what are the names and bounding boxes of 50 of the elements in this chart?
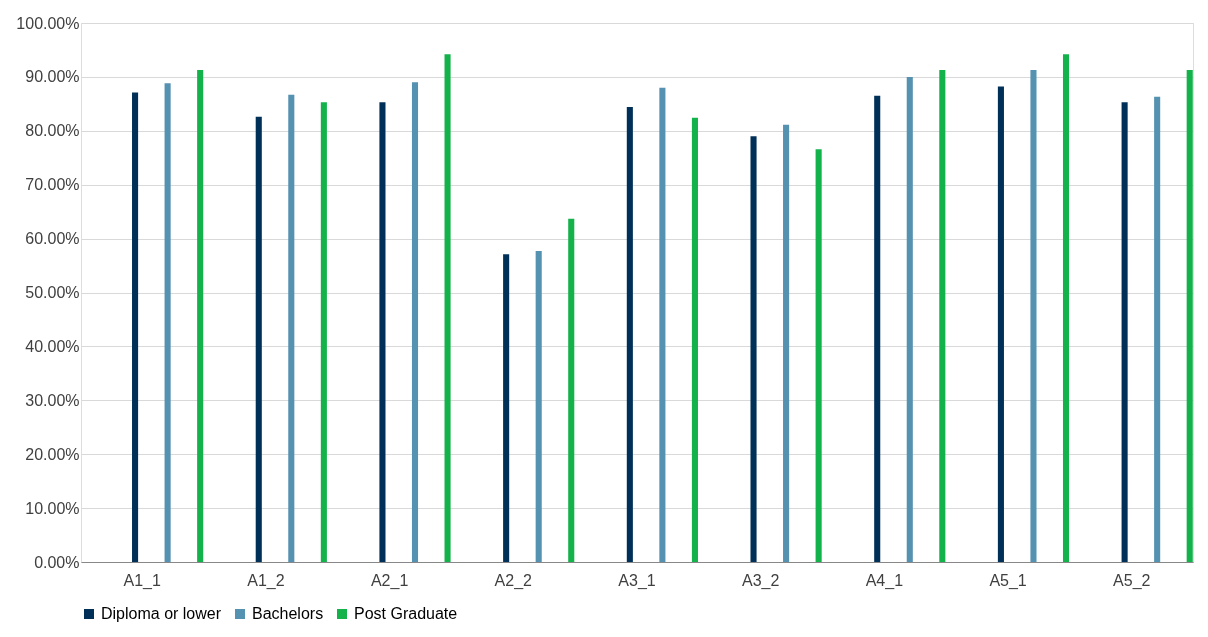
y-tick-label: 70.00% bbox=[25, 176, 80, 194]
y-tick-label: 90.00% bbox=[25, 68, 80, 86]
bar bbox=[750, 136, 757, 562]
legend-label: Bachelors bbox=[252, 605, 324, 622]
y-tick-label: 10.00% bbox=[25, 499, 80, 517]
bar bbox=[997, 86, 1004, 562]
bar bbox=[691, 117, 698, 562]
y-tick-label: 0.00% bbox=[34, 553, 80, 571]
bar bbox=[939, 69, 946, 562]
bar bbox=[132, 92, 139, 562]
bar bbox=[815, 149, 822, 562]
legend-label: Post Graduate bbox=[354, 605, 458, 622]
x-tick-label: A2_2 bbox=[494, 571, 533, 590]
bar bbox=[659, 87, 666, 562]
y-tick-label: 20.00% bbox=[25, 445, 80, 463]
bar bbox=[320, 102, 327, 562]
bar bbox=[444, 54, 451, 562]
bar bbox=[783, 124, 790, 562]
x-tick-label: A1_1 bbox=[123, 571, 162, 590]
y-tick-label: 60.00% bbox=[25, 230, 80, 248]
bar bbox=[1186, 69, 1193, 562]
bar bbox=[535, 251, 542, 562]
bar bbox=[379, 102, 386, 562]
x-tick-label: A4_1 bbox=[865, 571, 904, 590]
bar bbox=[1121, 102, 1128, 562]
x-tick-label: A2_1 bbox=[370, 571, 409, 590]
bar bbox=[568, 218, 575, 562]
bar bbox=[1154, 96, 1161, 562]
bar bbox=[197, 69, 204, 562]
bar bbox=[874, 95, 881, 562]
legend-label: Diploma or lower bbox=[101, 605, 222, 622]
y-tick-label: 30.00% bbox=[25, 391, 80, 409]
bar bbox=[164, 83, 171, 562]
bar bbox=[1062, 54, 1070, 562]
y-tick-label: 50.00% bbox=[25, 284, 80, 301]
y-tick-label: 40.00% bbox=[25, 337, 80, 355]
x-tick-label: A1_2 bbox=[247, 571, 285, 590]
x-tick-label: A3_1 bbox=[618, 571, 656, 590]
x-tick-label: A3_2 bbox=[742, 571, 780, 590]
bar bbox=[288, 94, 295, 562]
bar bbox=[255, 116, 262, 562]
y-tick-label: 100.00% bbox=[16, 14, 80, 32]
y-tick-label: 80.00% bbox=[25, 122, 80, 140]
bar bbox=[503, 254, 510, 562]
x-tick-label: A5_1 bbox=[989, 571, 1027, 590]
bar bbox=[1030, 69, 1037, 562]
bar bbox=[626, 107, 633, 562]
x-tick-label: A5_2 bbox=[1113, 571, 1151, 590]
bar bbox=[906, 76, 913, 562]
bar bbox=[411, 82, 419, 562]
